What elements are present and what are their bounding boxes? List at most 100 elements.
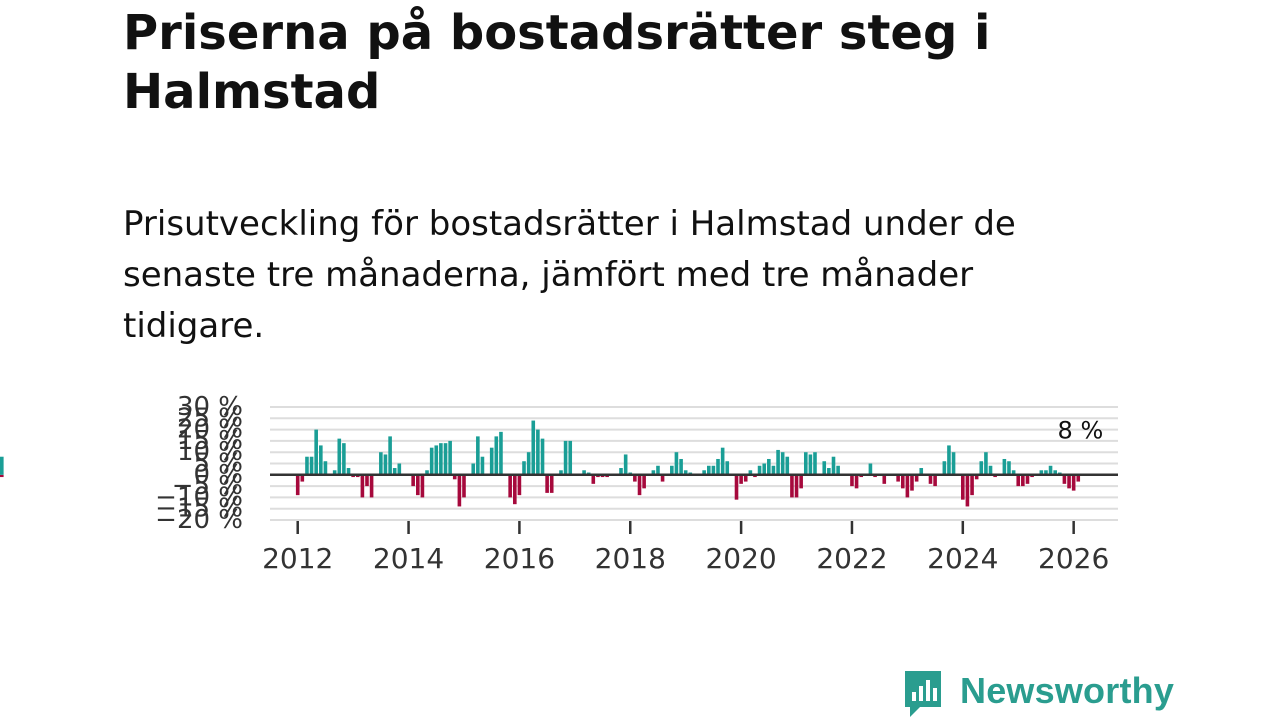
bar	[476, 436, 480, 475]
bar	[379, 452, 383, 475]
bar	[568, 440, 573, 475]
bar	[323, 461, 328, 475]
bar	[425, 470, 429, 475]
newsworthy-logo-icon	[905, 671, 941, 717]
bar	[522, 461, 526, 475]
bar	[734, 474, 739, 500]
bar	[305, 456, 309, 475]
bar	[1011, 470, 1016, 475]
x-tick-label: 2016	[484, 542, 555, 575]
bar	[711, 465, 716, 475]
bar	[388, 436, 392, 475]
bar	[462, 474, 466, 498]
bar	[868, 463, 873, 475]
bar	[1053, 470, 1058, 475]
y-tick-label: 10 %	[177, 437, 243, 467]
bar	[1071, 474, 1076, 491]
bar	[295, 474, 300, 496]
bar	[674, 452, 679, 475]
bar	[813, 452, 817, 475]
bar	[1048, 465, 1053, 475]
bar	[633, 474, 637, 482]
bar	[905, 474, 910, 498]
bar	[776, 449, 780, 475]
bar	[360, 474, 365, 498]
y-tick-label: −15 %	[155, 494, 243, 524]
bar	[979, 461, 984, 475]
bar	[660, 474, 665, 482]
bar	[720, 447, 725, 475]
bar	[850, 474, 854, 487]
y-tick-label: −5 %	[172, 471, 243, 501]
bar	[0, 474, 4, 478]
bar	[910, 474, 914, 491]
bar	[1021, 474, 1025, 487]
bar	[443, 443, 448, 475]
x-tick-label: 2020	[705, 542, 776, 575]
bar	[429, 447, 434, 475]
bar	[965, 474, 970, 507]
bar	[854, 474, 859, 489]
bar	[790, 474, 794, 498]
bar	[494, 436, 499, 475]
page-title: Priserna på bostadsrätter steg i Halmsta…	[123, 5, 991, 120]
x-tick-label: 2012	[262, 542, 333, 575]
bar	[545, 474, 549, 493]
bar	[309, 456, 314, 475]
bar	[342, 443, 346, 475]
y-tick-label: −20 %	[155, 505, 243, 535]
bar	[748, 470, 753, 475]
bar	[1016, 474, 1021, 487]
bar	[434, 445, 439, 475]
bar	[780, 452, 785, 475]
bar	[452, 474, 457, 480]
bar	[1076, 474, 1081, 482]
bar	[526, 452, 531, 475]
bar	[670, 465, 674, 475]
bar	[642, 474, 646, 489]
bar	[799, 474, 803, 489]
bar	[365, 474, 369, 487]
bar	[540, 438, 545, 475]
bar	[337, 438, 342, 475]
bar	[822, 461, 827, 475]
bar	[767, 458, 771, 475]
bar	[1007, 461, 1011, 475]
bar	[970, 474, 974, 496]
bar	[619, 468, 623, 475]
bar	[346, 468, 351, 475]
bar	[637, 474, 642, 496]
y-tick-label: 25 %	[177, 403, 243, 433]
x-tick-label: 2014	[373, 542, 444, 575]
page-subtitle: Prisutveckling för bostadsrätter i Halms…	[123, 204, 1016, 346]
bar	[942, 461, 947, 475]
bar	[928, 474, 933, 484]
bar	[951, 452, 956, 475]
bar	[651, 470, 656, 475]
bar	[896, 474, 900, 482]
bar	[563, 440, 568, 475]
gridlines	[270, 406, 1118, 521]
bar	[332, 470, 337, 475]
bar	[314, 429, 318, 475]
bar	[1039, 470, 1044, 475]
y-axis-labels: 30 %25 %20 %15 %10 %5 %0 %−5 %−10 %−15 %…	[155, 392, 243, 535]
bar	[1025, 474, 1030, 484]
bar	[1062, 474, 1067, 484]
bar-chart: 30 %25 %20 %15 %10 %5 %0 %−5 %−10 %−15 %…	[0, 392, 1118, 575]
bar	[762, 463, 767, 475]
y-tick-label: −10 %	[155, 482, 243, 512]
bar	[517, 474, 522, 496]
bar	[974, 474, 979, 480]
bar	[785, 456, 790, 475]
bar	[947, 445, 951, 475]
bar	[549, 474, 554, 493]
bar	[739, 474, 743, 484]
bar	[716, 458, 720, 475]
bar	[397, 463, 402, 475]
x-tick-label: 2024	[927, 542, 998, 575]
bar	[457, 474, 462, 507]
bar	[794, 474, 799, 498]
bar	[559, 470, 563, 475]
bar	[300, 474, 305, 482]
